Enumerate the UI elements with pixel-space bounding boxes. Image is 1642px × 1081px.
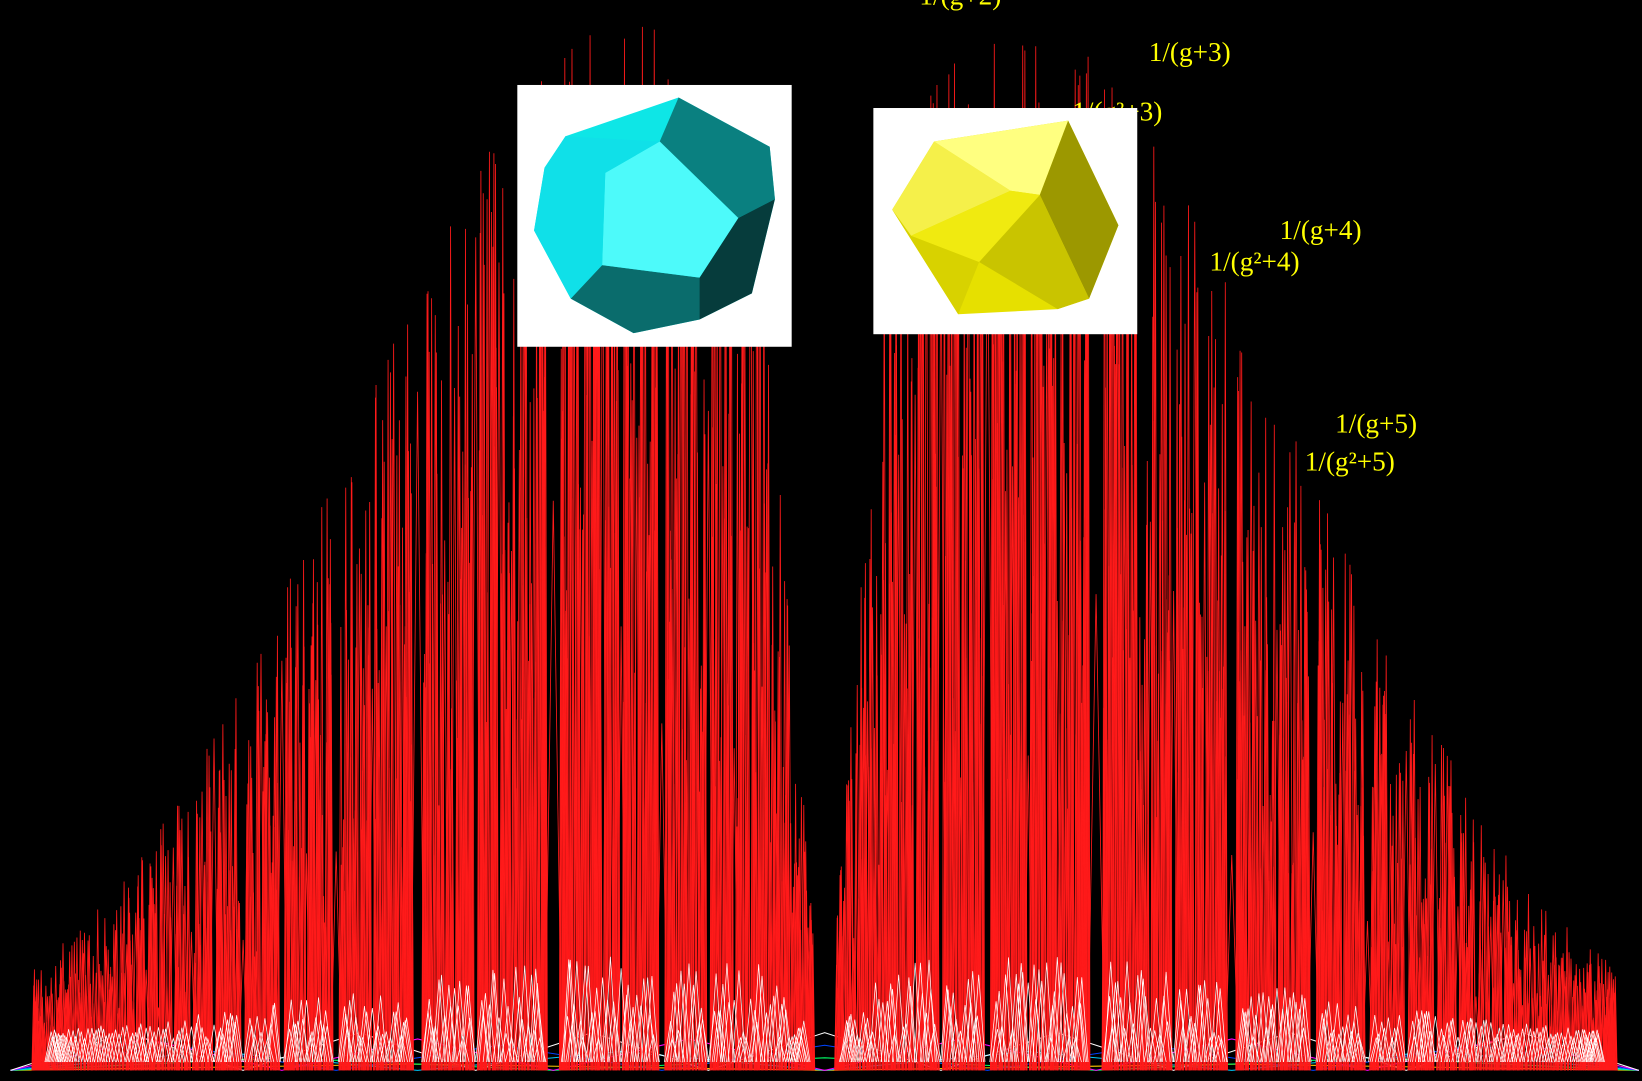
label: 1/(g+4): [1280, 215, 1362, 245]
label: 1/(g²+4): [1210, 246, 1300, 276]
label: 1/(g+5): [1335, 409, 1417, 439]
label: 1/(g+2): [919, 0, 1001, 10]
scene: 1/(g+2) 1/(g+3) 1/(g²+3) 1/(g+4) 1/(g²+4…: [0, 0, 1642, 1081]
page: 1/(g+2) 1/(g+3) 1/(g²+3) 1/(g+4) 1/(g²+4…: [0, 0, 1642, 1081]
label: 1/(g²+5): [1305, 446, 1395, 476]
label: 1/(g+3): [1149, 37, 1231, 67]
icosahedron-image: [873, 108, 1137, 334]
dodecahedron-image: [517, 85, 791, 347]
